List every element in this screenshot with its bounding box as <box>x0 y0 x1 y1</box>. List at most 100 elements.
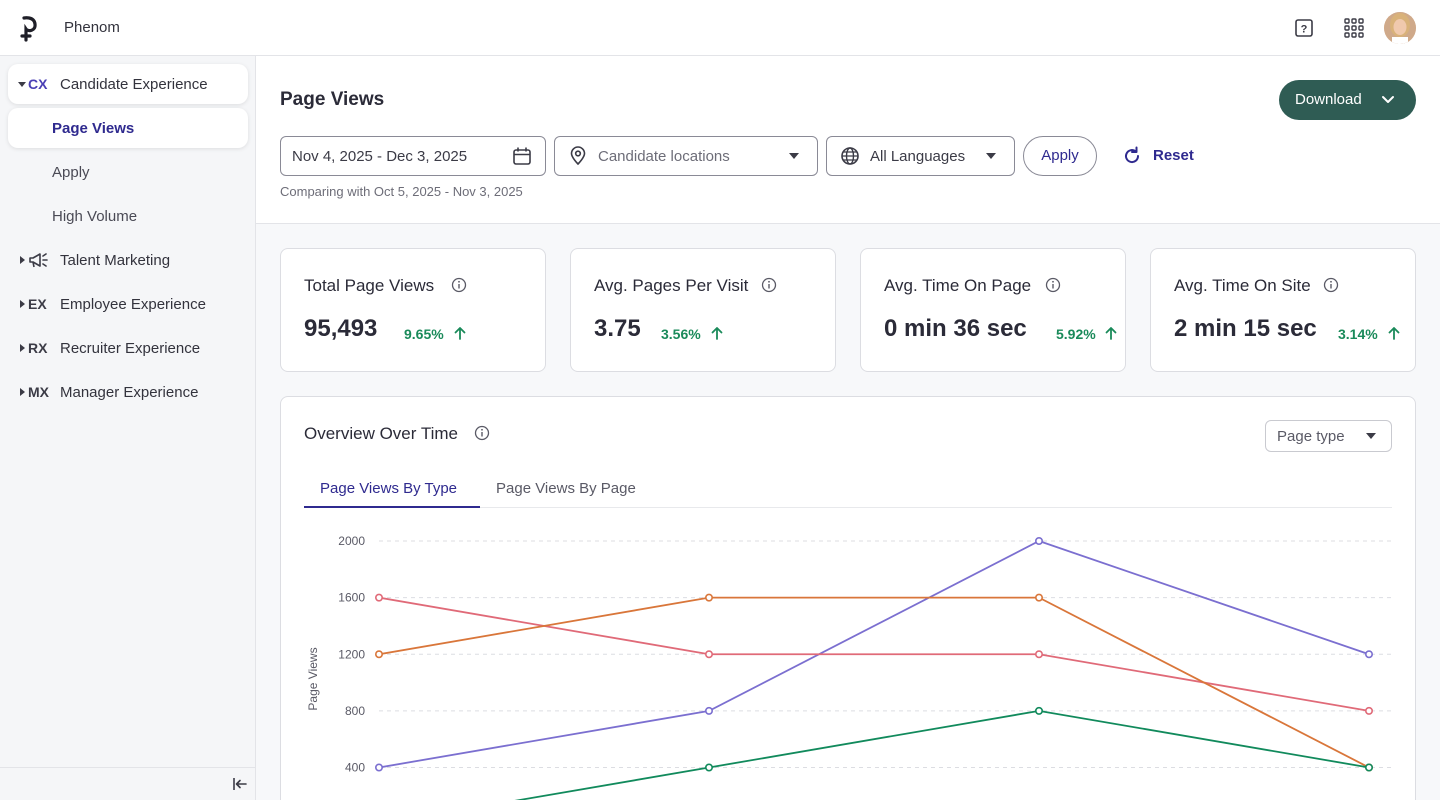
series-line <box>514 709 1370 800</box>
sidebar-item-label: High Volume <box>52 208 138 225</box>
info-icon[interactable] <box>451 277 467 293</box>
comparison-range-text: Comparing with Oct 5, 2025 - Nov 3, 2025 <box>280 184 523 199</box>
tab-page-views-by-type[interactable]: Page Views By Type <box>320 480 458 497</box>
phenom-logo-icon[interactable] <box>18 14 40 42</box>
globe-icon <box>841 147 859 165</box>
sidebar-item-high-volume[interactable]: High Volume <box>8 196 248 236</box>
kpi-title: Total Page Views <box>304 276 435 295</box>
caret-right-icon <box>20 256 25 264</box>
arrow-up-icon <box>1105 327 1117 340</box>
apply-button[interactable]: Apply <box>1023 136 1097 176</box>
caret-right-icon <box>20 300 25 308</box>
arrow-up-icon <box>1388 327 1400 340</box>
caret-down-icon <box>789 153 799 159</box>
help-icon[interactable]: ? <box>1294 18 1314 38</box>
languages-select[interactable]: All Languages <box>826 136 1015 176</box>
sidebar-footer-divider <box>0 767 256 768</box>
y-tick-label: 800 <box>345 704 365 718</box>
kpi-card-total-page-views: Total Page Views 95,493 9.65% <box>280 248 546 372</box>
page-type-select[interactable]: Page type <box>1265 420 1392 452</box>
chevron-down-icon <box>1382 96 1394 103</box>
megaphone-icon <box>29 253 48 268</box>
data-point[interactable] <box>375 650 384 659</box>
sidebar-group-code: CX <box>28 76 48 92</box>
avatar[interactable] <box>1384 12 1416 44</box>
kpi-value: 3.75 <box>594 315 641 342</box>
collapse-sidebar-icon[interactable] <box>232 776 248 792</box>
sidebar-group-code: MX <box>28 384 49 400</box>
caret-down-icon <box>18 82 26 87</box>
data-point[interactable] <box>1034 650 1043 659</box>
data-point[interactable] <box>704 650 713 659</box>
sidebar-group-label: Manager Experience <box>60 384 199 401</box>
sidebar-group-label: Candidate Experience <box>60 76 208 93</box>
data-point[interactable] <box>1365 650 1374 659</box>
active-tab-indicator <box>304 506 480 508</box>
refresh-icon <box>1125 146 1140 164</box>
languages-value: All Languages <box>870 148 966 165</box>
page-title: Page Views <box>280 89 385 110</box>
data-point[interactable] <box>704 706 713 715</box>
sidebar-group-candidate-experience[interactable]: CX Candidate Experience <box>8 64 248 104</box>
y-axis-label: Page Views <box>306 647 320 710</box>
data-point[interactable] <box>704 763 713 772</box>
date-range-picker[interactable]: Nov 4, 2025 - Dec 3, 2025 <box>280 136 546 176</box>
kpi-change: 3.56% <box>661 326 701 342</box>
sidebar-item-apply[interactable]: Apply <box>8 152 248 192</box>
data-point[interactable] <box>1365 763 1374 772</box>
candidate-locations-select[interactable]: Candidate locations <box>554 136 818 176</box>
sidebar-group-label: Talent Marketing <box>60 252 171 269</box>
data-point[interactable] <box>375 593 384 602</box>
kpi-change: 5.92% <box>1056 326 1096 342</box>
kpi-title: Avg. Pages Per Visit <box>594 276 749 295</box>
download-button[interactable]: Download <box>1279 80 1416 120</box>
data-point[interactable] <box>1034 706 1043 715</box>
data-point[interactable] <box>375 763 384 772</box>
sidebar-group-talent-marketing[interactable]: Talent Marketing <box>8 240 248 280</box>
sidebar-item-page-views[interactable]: Page Views <box>8 108 248 148</box>
apps-grid-icon[interactable] <box>1344 18 1364 38</box>
overview-over-time-card: Overview Over Time Page type Page Views … <box>280 396 1416 800</box>
sidebar-group-code: RX <box>28 340 48 356</box>
location-pin-icon <box>570 146 586 166</box>
y-tick-label: 1200 <box>338 647 365 661</box>
kpi-title: Avg. Time On Page <box>884 276 1032 295</box>
sidebar-group-label: Recruiter Experience <box>60 340 201 357</box>
data-point[interactable] <box>1034 536 1043 545</box>
overview-title: Overview Over Time <box>304 424 458 443</box>
info-icon[interactable] <box>761 277 777 293</box>
sidebar-group-recruiter-experience[interactable]: RX Recruiter Experience <box>8 328 248 368</box>
kpi-title: Avg. Time On Site <box>1174 276 1311 295</box>
sidebar-group-employee-experience[interactable]: EX Employee Experience <box>8 284 248 324</box>
arrow-up-icon <box>711 327 723 340</box>
data-point[interactable] <box>1365 706 1374 715</box>
kpi-card-avg-time-on-page: Avg. Time On Page 0 min 36 sec 5.92% <box>860 248 1126 372</box>
sidebar-group-code: EX <box>28 296 47 312</box>
sidebar-item-label: Page Views <box>52 120 135 137</box>
sidebar-group-manager-experience[interactable]: MX Manager Experience <box>8 372 248 412</box>
kpi-value: 2 min 15 sec <box>1174 315 1317 342</box>
date-range-value: Nov 4, 2025 - Dec 3, 2025 <box>292 148 468 165</box>
kpi-value: 0 min 36 sec <box>884 315 1027 342</box>
data-point[interactable] <box>1034 593 1043 602</box>
info-icon[interactable] <box>1045 277 1061 293</box>
series-line <box>378 540 1370 769</box>
reset-button[interactable]: Reset <box>1122 144 1202 168</box>
caret-right-icon <box>20 388 25 396</box>
tab-page-views-by-page[interactable]: Page Views By Page <box>496 480 636 497</box>
page-type-label: Page type <box>1277 428 1345 445</box>
y-tick-label: 400 <box>345 761 365 775</box>
info-icon[interactable] <box>474 425 490 441</box>
candidate-locations-placeholder: Candidate locations <box>598 148 730 165</box>
kpi-card-avg-pages-per-visit: Avg. Pages Per Visit 3.75 3.56% <box>570 248 836 372</box>
data-point[interactable] <box>704 593 713 602</box>
y-tick-label: 1600 <box>338 591 365 605</box>
brand-name: Phenom <box>64 19 120 36</box>
info-icon[interactable] <box>1323 277 1339 293</box>
kpi-value: 95,493 <box>304 315 378 342</box>
kpi-change: 9.65% <box>404 326 444 342</box>
tab-divider <box>304 507 1392 508</box>
reset-button-label: Reset <box>1153 147 1194 164</box>
download-button-label: Download <box>1295 91 1362 108</box>
y-tick-label: 2000 <box>338 534 365 548</box>
